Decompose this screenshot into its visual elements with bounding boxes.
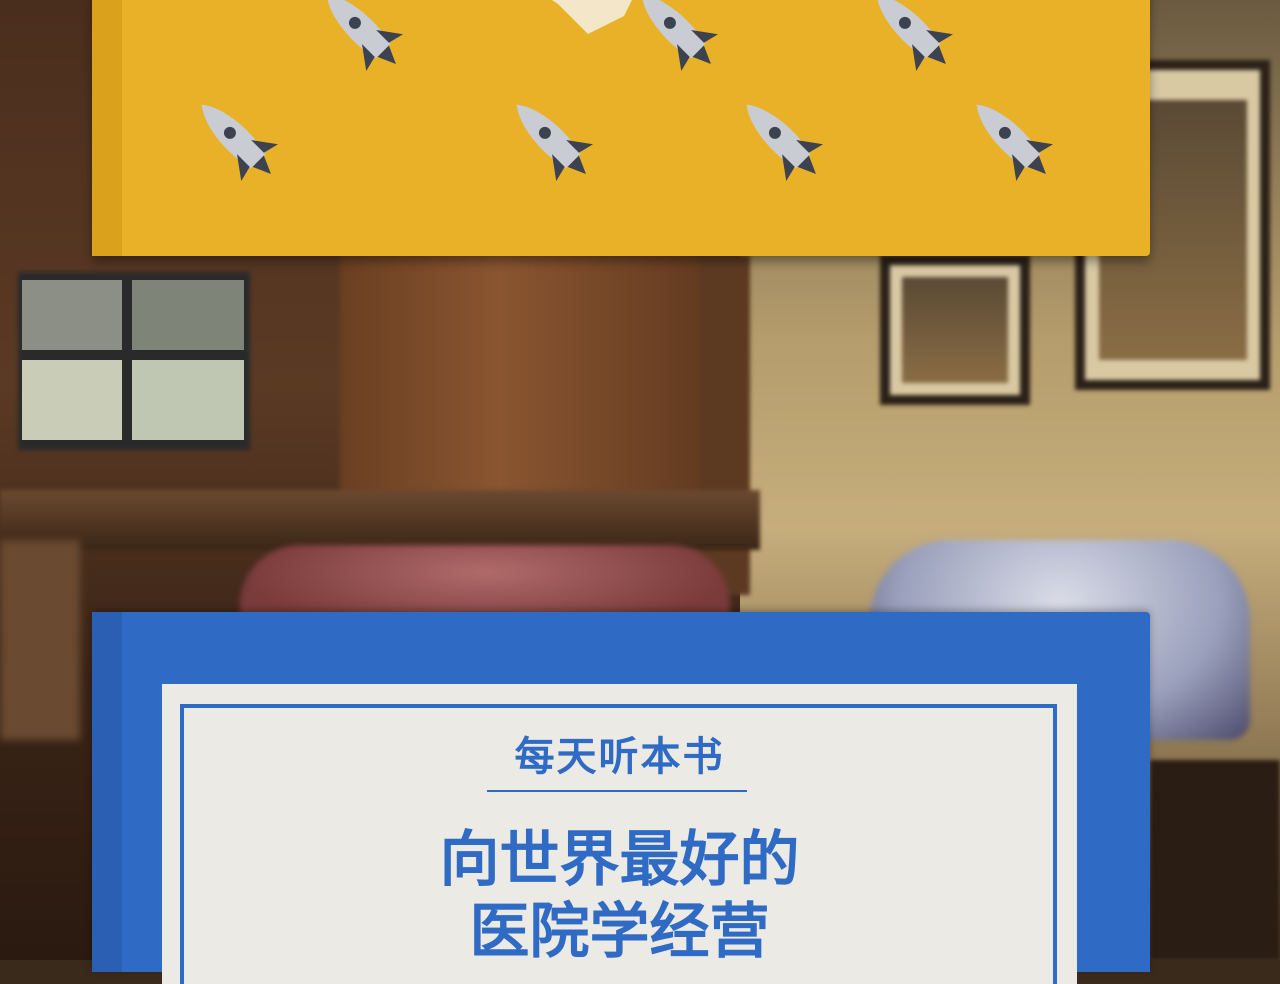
window-pane xyxy=(22,360,122,440)
rocket-icon xyxy=(516,104,594,182)
background-table xyxy=(1150,760,1280,960)
window-pane xyxy=(22,280,122,350)
book-title-line: 医院学经营 xyxy=(469,897,770,967)
book-spine xyxy=(92,612,122,972)
window-pane xyxy=(132,360,244,440)
series-divider xyxy=(487,790,747,792)
book-series-name: 每天听本书 xyxy=(514,734,725,780)
background-lamp xyxy=(0,540,80,740)
rocket-icon xyxy=(976,104,1054,182)
rocket-icon xyxy=(641,0,719,72)
window-pane xyxy=(132,280,244,350)
label-border xyxy=(180,704,1057,984)
book-title-line: 向世界最好的 xyxy=(439,825,800,895)
book-spine xyxy=(92,0,122,256)
rocket-icon xyxy=(326,0,404,72)
background-counter xyxy=(0,490,760,550)
book-title-label: 每天听本书 向世界最好的 医院学经营 xyxy=(162,684,1077,984)
rocket-icon xyxy=(746,104,824,182)
wall-picture-frame xyxy=(880,255,1030,405)
blue-book-cover: 每天听本书 向世界最好的 医院学经营 xyxy=(92,612,1150,984)
yellow-book-cover xyxy=(92,0,1150,256)
rocket-icon xyxy=(201,104,279,182)
rocket-icon xyxy=(876,0,954,72)
book-title: 向世界最好的 医院学经营 xyxy=(162,824,1077,968)
